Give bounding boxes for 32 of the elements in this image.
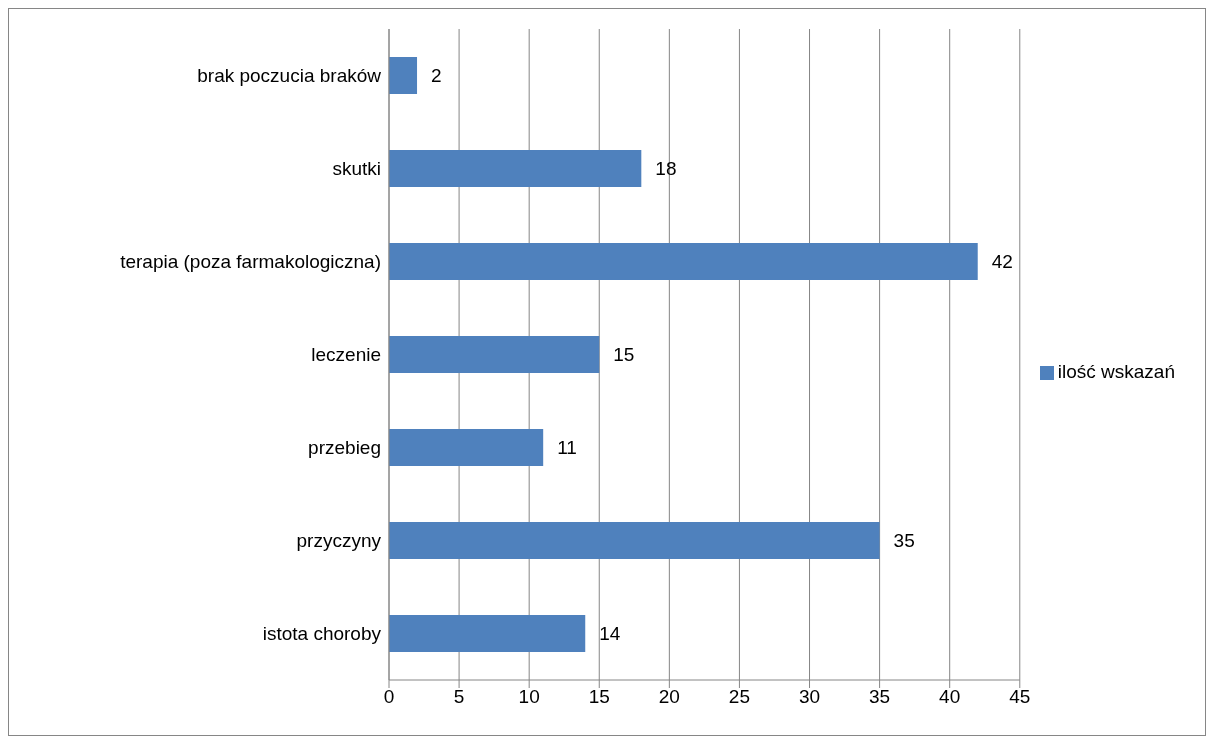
x-tick-label: 25 [728, 686, 750, 708]
bar [389, 242, 978, 280]
x-tick-label: 0 [383, 686, 395, 708]
x-tick-label: 45 [1009, 686, 1031, 708]
x-tick-label: 40 [939, 686, 961, 708]
y-tick-label: skutki [332, 158, 381, 180]
y-tick-label: istota choroby [262, 623, 382, 645]
bar [389, 614, 586, 652]
bar [389, 335, 600, 373]
data-label: 11 [557, 437, 577, 459]
bar [389, 521, 880, 559]
bar [389, 56, 418, 94]
y-tick-label: brak poczucia braków [197, 65, 382, 87]
bar [389, 149, 642, 187]
data-label: 14 [599, 623, 621, 645]
x-tick-label: 5 [453, 686, 465, 708]
y-tick-label: przebieg [308, 437, 381, 459]
x-tick-label: 10 [518, 686, 540, 708]
legend-label: ilość wskazań [1057, 361, 1175, 382]
data-label: 2 [431, 65, 442, 87]
data-label: 35 [893, 530, 915, 552]
data-label: 18 [655, 158, 677, 180]
x-tick-label: 20 [658, 686, 680, 708]
x-tick-label: 35 [869, 686, 891, 708]
y-tick-label: przyczyny [296, 530, 382, 552]
data-label: 15 [613, 344, 635, 366]
y-tick-label: terapia (poza farmakologiczna) [120, 251, 381, 273]
x-tick-label: 30 [798, 686, 821, 708]
bar [389, 428, 544, 466]
y-tick-label: leczenie [311, 344, 381, 366]
data-label: 42 [991, 251, 1013, 273]
x-tick-label: 15 [588, 686, 610, 708]
